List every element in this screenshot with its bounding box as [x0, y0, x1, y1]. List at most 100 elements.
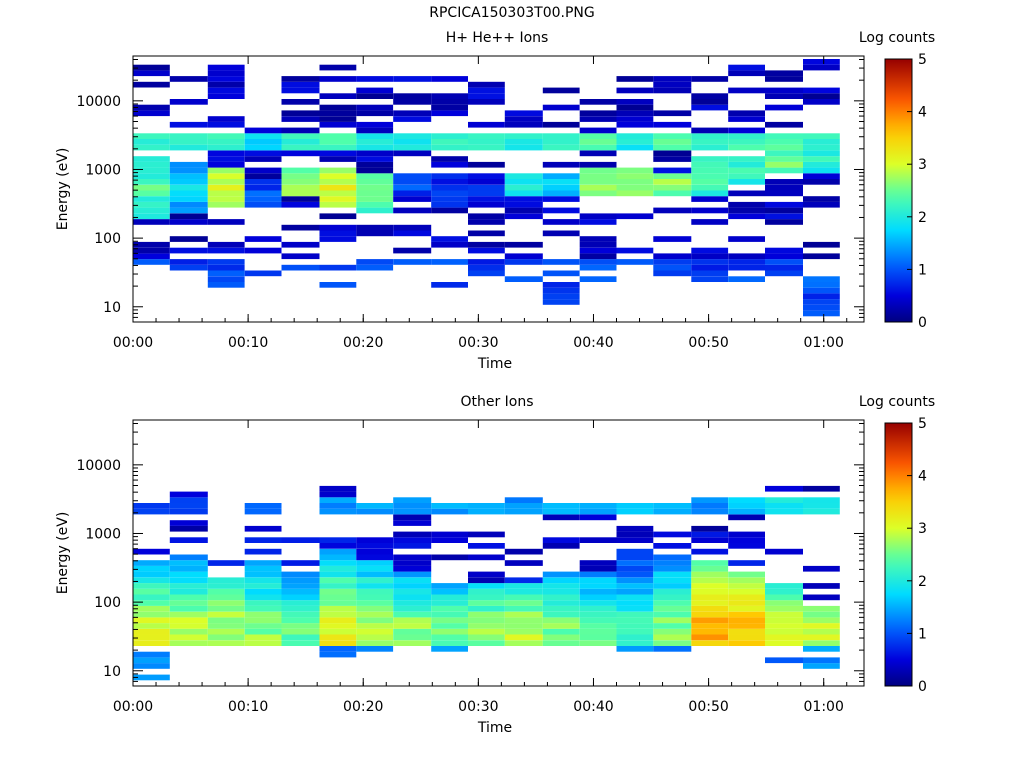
heatmap-cell: [765, 121, 803, 128]
y-tick-label: 10000: [76, 458, 121, 474]
heatmap-cell: [728, 594, 765, 601]
heatmap-cell: [431, 190, 468, 197]
heatmap-cell: [169, 600, 208, 606]
heatmap-cell: [169, 196, 208, 202]
heatmap-cell: [393, 594, 432, 601]
heatmap-cell: [579, 133, 617, 139]
x-tick-label: 00:50: [688, 699, 728, 715]
heatmap-cell: [504, 213, 543, 220]
heatmap-cell: [542, 121, 580, 128]
heatmap-cell: [281, 634, 320, 641]
heatmap-cell: [281, 196, 320, 202]
heatmap-cell: [579, 588, 617, 595]
heatmap-cell: [542, 588, 580, 595]
heatmap-cell: [393, 560, 432, 566]
heatmap-cell: [356, 543, 394, 549]
heatmap-cell: [653, 565, 692, 572]
heatmap-cell: [319, 537, 357, 543]
heatmap-cell: [468, 161, 505, 168]
heatmap-cell: [169, 236, 208, 242]
heatmap-cell: [691, 167, 729, 174]
heatmap-cell: [616, 554, 654, 561]
heatmap-cell: [281, 110, 320, 117]
heatmap-cell: [542, 611, 580, 618]
heatmap-cell: [579, 173, 617, 179]
heatmap-cell: [653, 81, 692, 88]
heatmap-cell: [691, 247, 729, 254]
heatmap-cell: [803, 179, 840, 185]
heatmap-cell: [803, 646, 840, 652]
heatmap-cell: [133, 651, 170, 658]
colorbar-tick-label: 3: [918, 521, 927, 537]
heatmap-cell: [319, 560, 357, 566]
heatmap-cell: [393, 144, 432, 151]
heatmap-cell: [356, 230, 394, 237]
heatmap-cell: [728, 514, 765, 521]
heatmap-cell: [356, 600, 394, 606]
heatmap-cell: [207, 190, 245, 197]
heatmap-cell: [691, 184, 729, 191]
heatmap-cell: [169, 139, 208, 145]
heatmap-cell: [169, 583, 208, 589]
heatmap-cell: [207, 64, 245, 71]
heatmap-cell: [319, 628, 357, 635]
heatmap-cell: [393, 503, 432, 509]
heatmap-cell: [468, 121, 505, 128]
heatmap-cell: [653, 121, 692, 128]
colorbar-label: Log counts: [859, 30, 935, 46]
heatmap-cell: [728, 628, 765, 635]
heatmap-cell: [653, 554, 692, 561]
heatmap-cell: [504, 196, 543, 202]
heatmap-cell: [244, 525, 282, 532]
heatmap-cell: [319, 76, 357, 82]
heatmap-cell: [356, 548, 394, 555]
heatmap-cell: [803, 93, 840, 99]
heatmap-cell: [616, 167, 654, 174]
heatmap-cell: [728, 144, 765, 151]
heatmap-cell: [169, 184, 208, 191]
heatmap-cell: [319, 139, 357, 145]
x-tick-label: 00:30: [458, 699, 498, 715]
heatmap-cell: [169, 133, 208, 139]
heatmap-cell: [616, 611, 654, 618]
heatmap-cell: [169, 560, 208, 566]
heatmap-cell: [765, 150, 803, 157]
heatmap-cell: [468, 554, 505, 561]
heatmap-cell: [765, 264, 803, 271]
heatmap-cell: [691, 600, 729, 606]
heatmap-cell: [169, 76, 208, 82]
heatmap-cell: [356, 144, 394, 151]
heatmap-cell: [244, 179, 282, 185]
heatmap-cell: [319, 565, 357, 572]
heatmap-cell: [133, 623, 170, 629]
heatmap-cell: [765, 657, 803, 664]
heatmap-cell: [691, 640, 729, 646]
heatmap-cell: [207, 640, 245, 646]
heatmap-cell: [728, 571, 765, 578]
heatmap-cell: [616, 537, 654, 543]
heatmap-cell: [468, 133, 505, 139]
figure-title: RPCICA150303T00.PNG: [429, 5, 595, 21]
heatmap-cell: [393, 623, 432, 629]
heatmap-cell: [393, 537, 432, 543]
heatmap-cell: [504, 508, 543, 515]
heatmap-cell: [765, 548, 803, 555]
heatmap-cell: [207, 560, 245, 566]
heatmap-cell: [393, 196, 432, 202]
heatmap-cell: [504, 241, 543, 248]
heatmap-cell: [244, 184, 282, 191]
heatmap-cell: [691, 144, 729, 151]
heatmap-cell: [765, 156, 803, 162]
heatmap-cell: [504, 605, 543, 612]
heatmap-cell: [281, 588, 320, 595]
heatmap-cell: [691, 190, 729, 197]
colorbar-tick-label: 2: [918, 574, 927, 590]
heatmap-cell: [765, 184, 803, 191]
heatmap-cell: [356, 150, 394, 157]
heatmap-cell: [803, 64, 840, 71]
heatmap-cell: [803, 497, 840, 503]
heatmap-cell: [728, 173, 765, 179]
heatmap-cell: [504, 497, 543, 503]
heatmap-cell: [468, 201, 505, 208]
heatmap-cell: [133, 70, 170, 77]
